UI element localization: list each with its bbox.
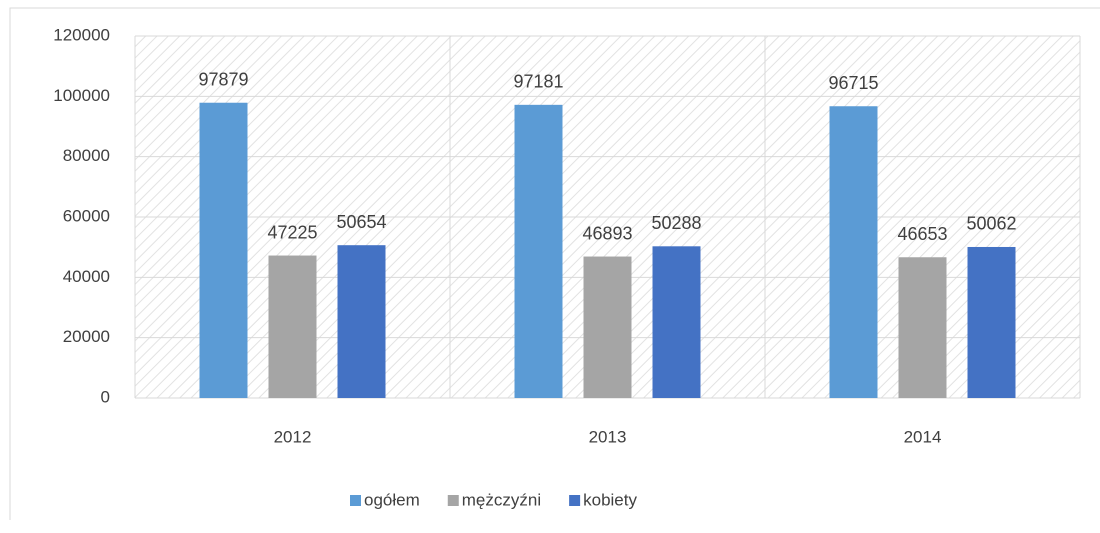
bar — [829, 106, 878, 399]
x-tick-label: 2013 — [589, 427, 627, 446]
y-tick-label: 40000 — [63, 267, 110, 286]
legend-label: mężczyźni — [462, 490, 541, 509]
data-label: 46653 — [897, 224, 947, 244]
y-tick-label: 100000 — [53, 86, 110, 105]
bar — [652, 246, 701, 398]
data-label: 46893 — [582, 223, 632, 243]
y-tick-label: 60000 — [63, 206, 110, 225]
data-label: 47225 — [267, 222, 317, 242]
y-tick-label: 80000 — [63, 146, 110, 165]
bar — [967, 246, 1016, 398]
x-tick-label: 2012 — [274, 427, 312, 446]
data-label: 50288 — [651, 213, 701, 233]
bar — [514, 104, 563, 399]
bar — [898, 257, 947, 398]
legend-swatch — [569, 495, 581, 506]
data-label: 97879 — [198, 69, 248, 89]
legend-label: ogółem — [364, 490, 420, 509]
bar — [337, 245, 386, 398]
bar — [268, 255, 317, 398]
chart-border — [9, 7, 1100, 520]
legend-label: kobiety — [583, 490, 637, 509]
legend-swatch — [350, 495, 361, 506]
bar — [583, 256, 632, 398]
y-tick-label: 20000 — [63, 327, 110, 346]
legend-swatch — [447, 495, 459, 506]
y-tick-label: 120000 — [53, 25, 110, 44]
data-label: 50654 — [336, 212, 386, 232]
data-label: 50062 — [966, 214, 1016, 234]
data-label: 97181 — [513, 72, 563, 92]
y-tick-label: 0 — [101, 387, 110, 406]
x-tick-label: 2014 — [904, 427, 942, 446]
data-label: 96715 — [828, 73, 878, 93]
bar — [199, 102, 248, 398]
